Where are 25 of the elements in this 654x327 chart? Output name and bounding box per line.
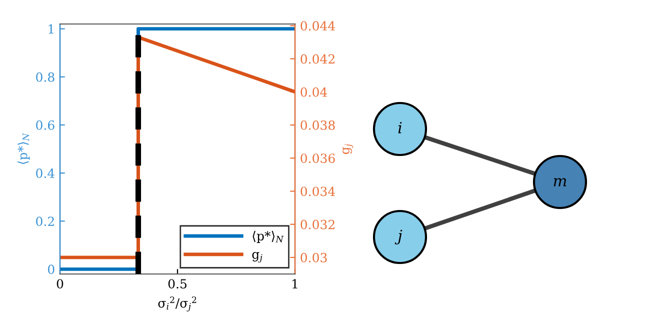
text: i — [398, 122, 402, 134]
y2-tick-label: 0.044 — [300, 21, 336, 31]
y2-tick-label: 0.038 — [300, 120, 335, 130]
y2-tick-label: 0.042 — [300, 54, 334, 64]
x-tick-label: 1 — [292, 279, 298, 288]
y-tick-label: 1 — [48, 24, 54, 34]
legend-label: g$_{j}$ — [252, 252, 262, 263]
y2-tick-label: 0.03 — [300, 252, 327, 262]
x-axis-title: σ$_{i}$$^{2}$/σ$_{j}$$^{2}$ — [158, 296, 196, 312]
y2-tick-label: 0.034 — [300, 186, 336, 196]
text: j — [394, 230, 402, 244]
y2-tick-label: 0.036 — [300, 154, 335, 164]
x-tick-label: 0.5 — [168, 279, 186, 289]
y2-axis-title: g$_{j}$ — [342, 144, 354, 154]
legend-label: ⟨p*⟩$_{N}$ — [252, 230, 284, 243]
y-tick-label: 0.8 — [36, 72, 54, 82]
y-tick-label: 0.2 — [36, 216, 54, 226]
y2-tick-label: 0.04 — [300, 87, 328, 97]
x-tick-label: 0 — [56, 279, 64, 289]
y2-tick-label: 0.032 — [300, 220, 334, 230]
y-tick-label: 0.4 — [36, 168, 55, 178]
y-axis-title: ⟨p*⟩$_{N}$ — [18, 133, 30, 164]
text: m — [554, 178, 566, 186]
y-tick-label: 0.6 — [36, 120, 54, 130]
y-tick-label: 0 — [48, 264, 54, 274]
